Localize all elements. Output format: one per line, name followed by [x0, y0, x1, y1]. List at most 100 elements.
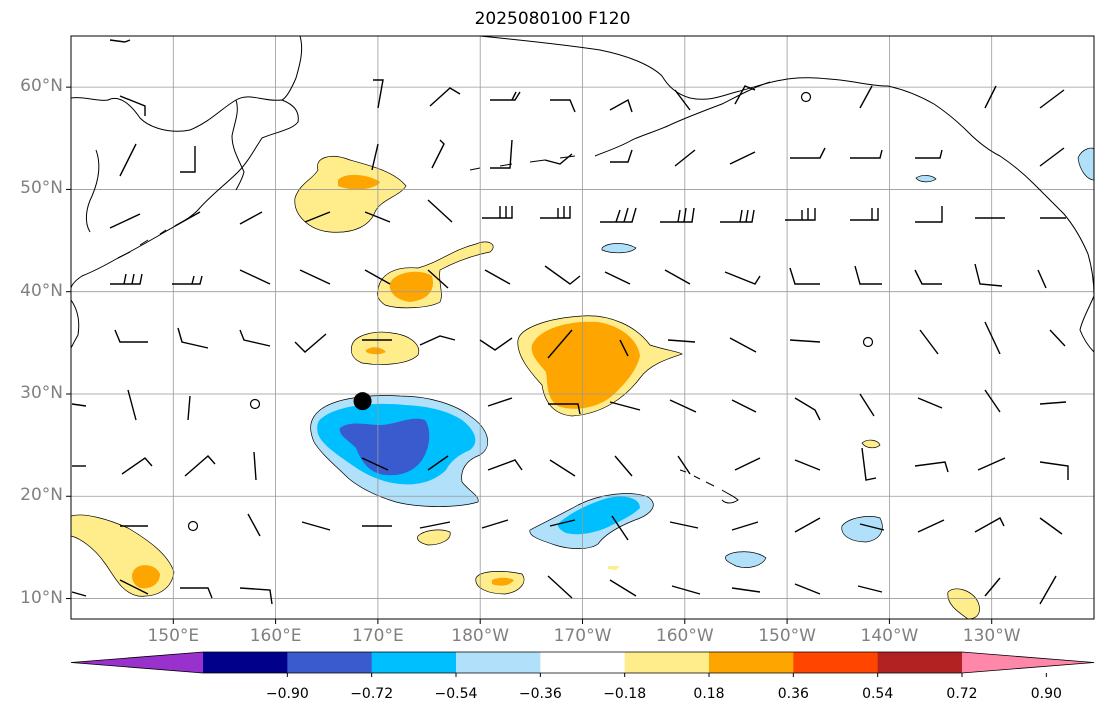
wind-barb [720, 209, 755, 223]
wind-barb [794, 459, 821, 471]
wind-barb [861, 447, 877, 481]
wind-barb [610, 149, 633, 163]
wind-barb [373, 79, 384, 109]
wind-barb [71, 403, 87, 407]
wind-barb [304, 211, 331, 223]
wind-barb [984, 389, 1001, 413]
wind-barbs [71, 39, 1069, 605]
wind-barb [547, 575, 573, 599]
calm-circle [862, 336, 874, 348]
wind-barb [794, 517, 821, 533]
wind-barb [674, 149, 696, 167]
anomaly-patch [417, 529, 451, 546]
wind-barb [1039, 89, 1065, 109]
wind-barb [984, 577, 1001, 597]
wind-barb [729, 151, 756, 165]
lon-label: 150°E [147, 626, 200, 646]
lon-label: 140°W [860, 626, 919, 646]
wind-barb [419, 521, 451, 529]
wind-barb [294, 333, 327, 353]
anomaly-patch [376, 241, 494, 309]
coastline-siberia [281, 36, 303, 101]
colorbar-label: −0.90 [265, 686, 309, 702]
wind-barb [427, 269, 449, 289]
lon-label: 170°W [553, 626, 612, 646]
wind-barb [371, 143, 379, 171]
wind-barb [1039, 575, 1057, 605]
colorbar-segment [793, 652, 879, 673]
wind-barb [917, 397, 943, 409]
colorbar-extend-high [962, 652, 1094, 673]
wind-barb [177, 327, 209, 349]
wind-barb [724, 271, 761, 285]
wind-barb [674, 89, 691, 111]
colorbar-segment [540, 652, 626, 673]
lat-label: 10°N [20, 587, 63, 608]
calm-circle [187, 520, 199, 532]
colorbar [70, 651, 1095, 677]
anomaly-patch [71, 514, 175, 597]
wind-barb [609, 579, 637, 597]
colorbar-segment [287, 652, 373, 673]
anomaly-patch [1077, 147, 1094, 181]
wind-barb [669, 399, 697, 413]
anomaly-patch [558, 496, 640, 535]
coastline-japan [71, 299, 80, 349]
wind-barb [619, 339, 629, 357]
wind-barb [794, 583, 821, 595]
wind-barb [614, 455, 633, 477]
wind-barb [490, 91, 521, 101]
wind-barb [239, 587, 273, 605]
wind-barb [549, 519, 576, 527]
coastline-sakhalin [85, 149, 100, 233]
wind-barb [431, 139, 445, 169]
coastline-asia [71, 96, 299, 289]
wind-barb [915, 149, 943, 159]
wind-barb [734, 457, 761, 471]
anomaly-patch [350, 331, 420, 365]
wind-barb [917, 519, 945, 533]
coastline-aleutians [469, 81, 771, 171]
anomaly-patch [725, 551, 767, 568]
wind-barb [914, 461, 949, 473]
anomaly-patch [492, 577, 514, 586]
wind-barb [677, 455, 691, 475]
wind-barb [857, 585, 883, 593]
wind-barb [482, 206, 513, 219]
wind-barb [184, 455, 216, 477]
lat-label: 20°N [20, 485, 63, 506]
colorbar-label: 0.54 [862, 686, 894, 702]
anomaly-patch [294, 156, 407, 233]
wind-barb [859, 523, 885, 531]
wind-barb [734, 85, 756, 105]
wind-barb [301, 521, 331, 531]
colorbar-segment [877, 652, 963, 673]
anomaly-patch [132, 565, 160, 589]
wind-barb [547, 329, 573, 359]
wind-barb [127, 389, 137, 421]
wind-barb [174, 211, 201, 227]
wind-barb [790, 147, 826, 159]
wind-barb [609, 98, 633, 113]
wind-barb [1049, 329, 1066, 347]
wind-barb [419, 335, 456, 346]
wind-barb [239, 211, 263, 225]
colorbar-label: 0.72 [946, 686, 978, 702]
wind-barb [540, 206, 571, 219]
colorbar-label: 0.90 [1030, 686, 1062, 702]
wind-barb [427, 455, 449, 471]
anomaly-patch [601, 243, 637, 254]
wind-barb [611, 515, 629, 541]
anomaly-contours [71, 147, 1094, 619]
wind-barb [731, 521, 759, 531]
wind-barb [429, 87, 461, 107]
wind-barb [247, 513, 261, 537]
wind-barb [671, 585, 701, 595]
calm-circle [249, 398, 261, 410]
wind-barb [550, 99, 576, 113]
wind-barb [109, 39, 131, 43]
wind-barb [71, 591, 87, 597]
lat-label: 50°N [20, 178, 63, 199]
wind-barb [490, 139, 513, 169]
coastline-hawaii [679, 469, 739, 504]
